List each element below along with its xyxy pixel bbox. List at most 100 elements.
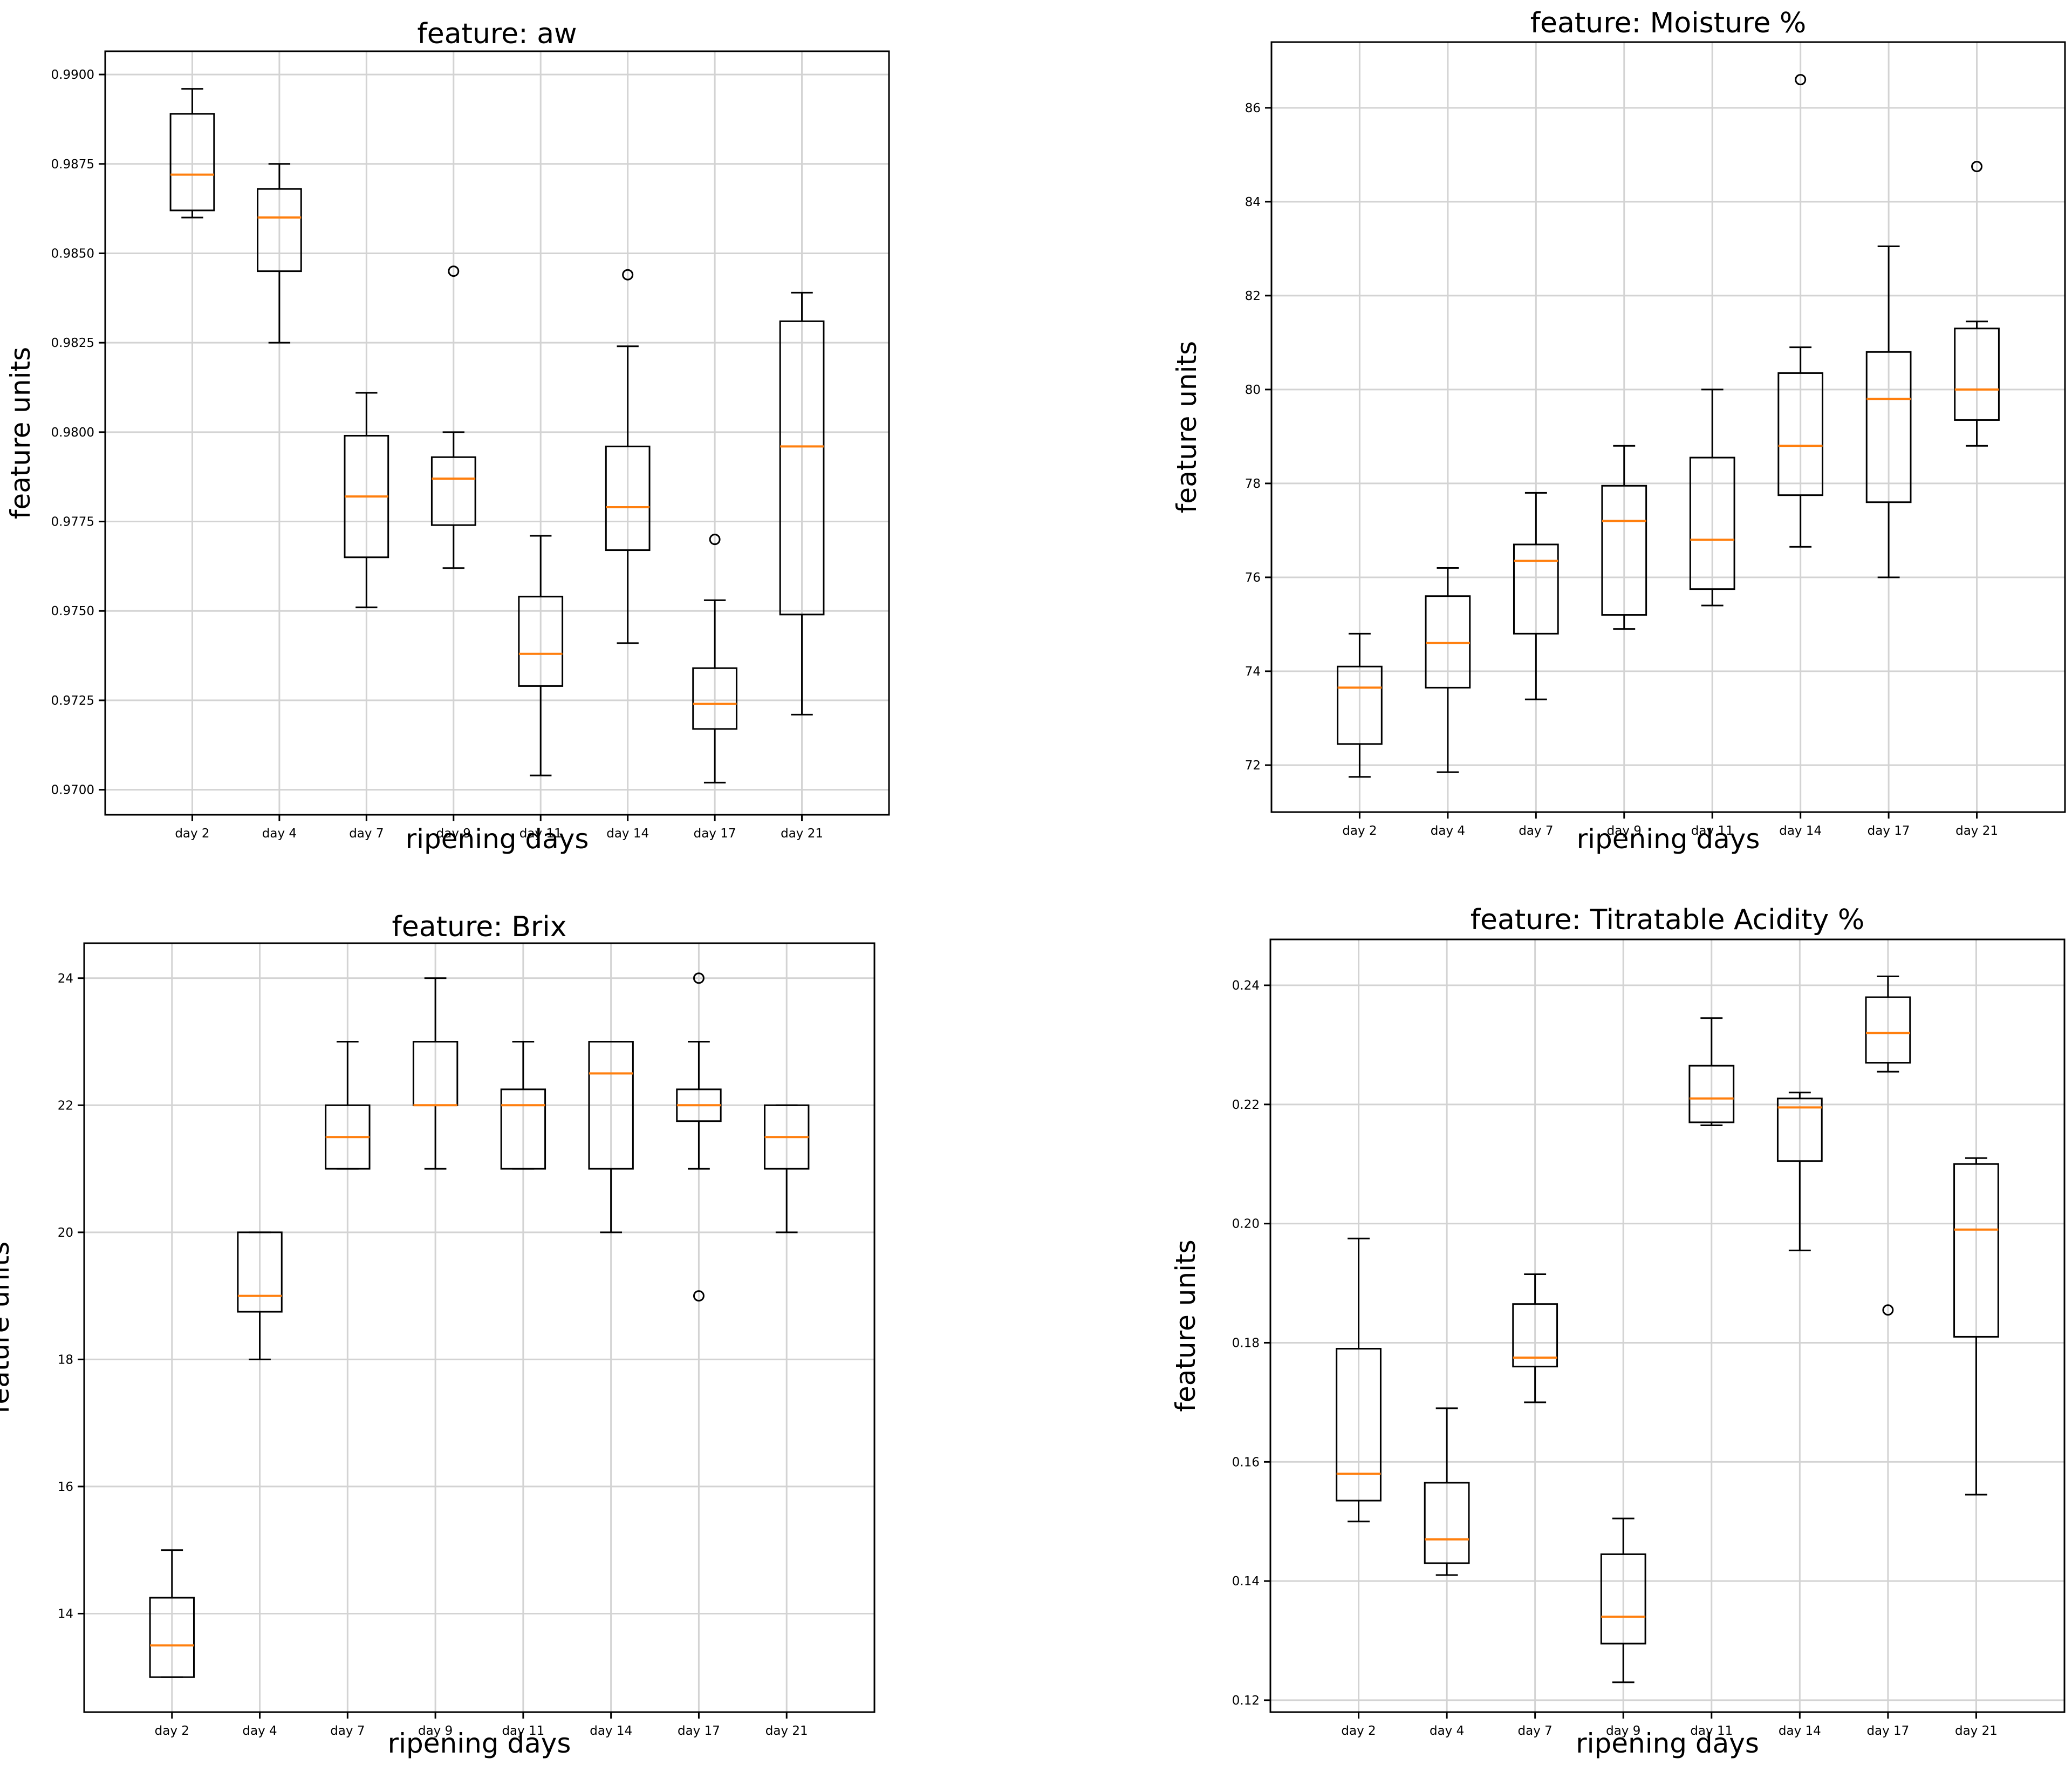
x-tick-label: day 9 — [1606, 1724, 1640, 1738]
x-tick-label: day 21 — [1955, 1724, 1998, 1738]
box-day-14 — [1776, 1092, 1823, 1251]
x-tick-label: day 11 — [1690, 1724, 1733, 1738]
chart-panel-brix: 14 16 18 20 22 24 day 2 day 4 day 7 day 9 day 11 da… — [0, 911, 876, 1759]
y-tick-label: 0.16 — [1232, 1455, 1260, 1469]
box-day-9 — [1600, 1517, 1646, 1684]
iqr-box — [257, 188, 302, 272]
x-tick-label: day 7 — [349, 827, 384, 841]
chart-title: feature: Titratable Acidity % — [1471, 904, 1865, 936]
x-tick-label: day 14 — [606, 827, 649, 841]
iqr-box — [1513, 543, 1559, 635]
x-axis-label: ripening days — [406, 823, 589, 855]
box-day-9 — [1601, 445, 1647, 630]
x-tick-label: day 4 — [242, 1724, 277, 1738]
y-tick-label: 86 — [1245, 101, 1261, 115]
y-tick-label: 18 — [58, 1353, 73, 1367]
x-tick-label: day 2 — [175, 827, 209, 841]
outlier-point — [1795, 74, 1807, 86]
x-tick-label: day 9 — [418, 1724, 453, 1738]
iqr-box — [1337, 665, 1383, 745]
box-day-21 — [779, 291, 825, 715]
y-tick-label: 0.22 — [1232, 1098, 1260, 1112]
x-tick-label: day 21 — [781, 827, 823, 841]
iqr-box — [518, 596, 564, 687]
iqr-box — [149, 1597, 195, 1678]
y-tick-label: 20 — [58, 1226, 73, 1240]
x-axis-label: ripening days — [1576, 1728, 1759, 1759]
iqr-box — [1689, 456, 1735, 590]
plot-frame — [1269, 938, 2066, 1713]
iqr-box — [692, 667, 737, 730]
box-day-2 — [149, 1549, 195, 1678]
box-day-14 — [1777, 74, 1824, 548]
y-axis-label: feature units — [1170, 1239, 1201, 1412]
y-tick-label: 0.9750 — [51, 604, 94, 618]
y-tick-label: 0.9775 — [51, 515, 94, 529]
iqr-box — [169, 113, 215, 212]
y-tick-label: 82 — [1245, 289, 1261, 303]
box-day-7 — [1513, 492, 1559, 700]
y-axis-label: feature units — [0, 1242, 15, 1414]
iqr-box — [237, 1231, 283, 1313]
box-day-7 — [1512, 1273, 1558, 1403]
y-axis-label: feature units — [5, 347, 36, 519]
box-day-14 — [605, 269, 651, 644]
x-tick-label: day 17 — [1868, 824, 1910, 838]
outlier-point — [1971, 161, 1983, 173]
box-day-4 — [1424, 1407, 1470, 1576]
y-tick-label: 22 — [58, 1099, 73, 1113]
x-tick-label: day 9 — [436, 827, 471, 841]
x-tick-label: day 14 — [1779, 1724, 1821, 1738]
y-tick-label: 78 — [1245, 477, 1261, 491]
x-tick-label: day 14 — [590, 1724, 632, 1738]
box-day-17 — [692, 534, 737, 783]
iqr-box — [1512, 1303, 1558, 1368]
y-tick-label: 0.24 — [1232, 979, 1260, 993]
iqr-box — [1425, 595, 1471, 689]
box-day-2 — [169, 88, 215, 219]
chart-panel-titratable-acidity: 0.12 0.14 0.16 0.18 0.20 0.22 0.24 day 2 day 4 da… — [1170, 904, 2066, 1759]
x-axis-label: ripening days — [1577, 823, 1760, 855]
x-tick-label: day 4 — [1431, 824, 1465, 838]
x-tick-label: day 11 — [519, 827, 562, 841]
iqr-box — [1953, 1163, 1999, 1338]
y-tick-label: 0.14 — [1232, 1575, 1260, 1589]
x-axis-label: ripening days — [388, 1728, 571, 1759]
y-tick-label: 0.9900 — [51, 68, 94, 82]
x-tick-label: day 17 — [1866, 1724, 1909, 1738]
box-day-11 — [1688, 1017, 1735, 1126]
y-tick-label: 76 — [1245, 571, 1261, 585]
y-tick-label: 16 — [58, 1480, 73, 1494]
x-tick-label: day 21 — [765, 1724, 808, 1738]
chart-panel-aw: 0.9700 0.9725 0.9750 0.9775 0.9800 0.9825 0.98… — [5, 18, 890, 855]
box-day-11 — [1689, 389, 1735, 606]
box-day-2 — [1336, 1237, 1382, 1523]
iqr-box — [430, 456, 476, 526]
iqr-box — [1865, 996, 1911, 1064]
box-day-9 — [430, 265, 476, 569]
iqr-box — [605, 445, 651, 551]
y-tick-label: 72 — [1245, 759, 1261, 773]
iqr-box — [1336, 1348, 1382, 1502]
outlier-point — [693, 972, 705, 984]
box-day-7 — [344, 392, 389, 609]
outlier-point — [622, 269, 634, 281]
y-axis-label: feature units — [1171, 341, 1202, 513]
chart-title: feature: aw — [417, 18, 577, 50]
x-tick-label: day 17 — [694, 827, 736, 841]
box-day-9 — [412, 977, 459, 1170]
box-day-7 — [325, 1041, 371, 1170]
iqr-box — [1776, 1098, 1823, 1162]
box-day-14 — [588, 1041, 634, 1233]
x-tick-label: day 14 — [1779, 824, 1822, 838]
y-tick-label: 74 — [1245, 665, 1261, 679]
plot-frame — [83, 942, 876, 1713]
y-tick-label: 0.9825 — [51, 336, 94, 350]
chart-panel-moisture: 72 74 76 78 80 82 84 86 day 2 day 4 day 7 day 9 day … — [1171, 7, 2066, 855]
outlier-point — [693, 1290, 705, 1302]
box-day-2 — [1337, 632, 1383, 778]
x-tick-label: day 2 — [155, 1724, 189, 1738]
iqr-box — [1424, 1482, 1470, 1564]
box-day-21 — [764, 1104, 810, 1233]
